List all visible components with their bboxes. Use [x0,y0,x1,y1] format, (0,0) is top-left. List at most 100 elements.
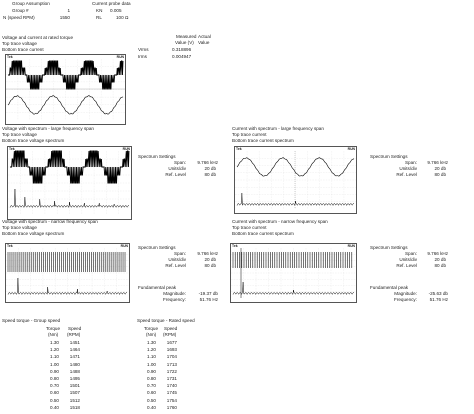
table-cell-speed[interactable]: 1488 [69,368,80,374]
table-cell-speed[interactable]: 1501 [69,383,80,389]
units-label: Units/div [399,257,417,262]
scope-trace-plot [231,248,356,298]
span-label: Span: [404,160,417,165]
table-cell-torque[interactable]: 0.80 [50,376,59,381]
frequency-value: 51.76 Hz [199,297,218,302]
table-cell-speed[interactable]: 1677 [166,340,177,345]
scope-run-label: RUN [347,147,355,151]
table-cell-speed[interactable]: 1464 [69,347,80,353]
scope-trace-plot [6,59,125,120]
table-cell-speed[interactable]: 1480 [69,361,80,367]
table-cell-torque[interactable]: 0.40 [50,404,59,410]
table-cell-speed[interactable]: 1704 [166,354,177,360]
rl-value[interactable]: 100 Ω [116,15,129,20]
table-cell-speed[interactable]: 1495 [69,376,80,381]
units-label: Units/div [168,166,186,171]
span-label: Span: [173,160,186,165]
table-cell-speed[interactable]: 1754 [166,397,177,403]
units-value: 20 db [204,166,217,171]
table-cell-speed[interactable]: 1512 [69,397,80,403]
rated-speed-title: Speed torque - Rated speed [137,318,195,323]
table-cell-speed[interactable]: 1740 [166,383,177,389]
table-cell-torque[interactable]: 0.70 [147,383,156,389]
rated-speed-col-speed-unit: (RPM) [163,332,177,337]
table-cell-speed[interactable]: 1731 [166,376,177,381]
group-assumption-label: Group Assumption [12,1,50,6]
section3-top-trace: Top trace current [232,132,267,137]
span-value: 9.766 kHz [427,251,448,256]
section5-top-trace: Top trace current [232,225,267,230]
table-cell-torque[interactable]: 0.90 [50,368,59,374]
table-cell-torque[interactable]: 0.60 [147,390,156,396]
table-cell-torque[interactable]: 1.00 [50,361,59,367]
table-cell-speed[interactable]: 1713 [166,361,177,367]
table-cell-speed[interactable]: 1745 [166,390,177,396]
rated-speed-col-speed: Speed [164,326,178,331]
table-cell-torque[interactable]: 0.50 [147,397,156,403]
ref-level-value: 80 db [204,263,217,268]
table-cell-speed[interactable]: 1471 [69,354,80,360]
actual-label: Actual [198,34,211,39]
group-speed-col-speed: Speed [68,326,82,331]
table-cell-torque[interactable]: 1.30 [50,340,59,345]
table-cell-torque[interactable]: 0.40 [147,404,156,410]
scope-tek-label: Tek [236,147,242,151]
table-cell-speed[interactable]: 1451 [69,340,80,345]
magnitude-label: Magnitude: [394,291,417,296]
scope-tek-label: Tek [7,55,13,59]
section1-top-trace: Top trace voltage [2,41,37,46]
group-speed-title: Speed torque - Group speed [2,318,61,323]
table-cell-speed[interactable]: 1760 [166,404,177,410]
table-cell-torque[interactable]: 1.20 [147,347,156,353]
table-cell-speed[interactable]: 1507 [69,390,80,396]
table-cell-torque[interactable]: 0.90 [147,368,156,374]
ref-level-value: 80 db [434,263,447,268]
scope-tek-label: Tek [232,244,238,248]
ref-level-label: Ref. Level [396,172,417,177]
table-cell-torque[interactable]: 0.80 [147,376,156,381]
ref-level-label: Ref. Level [165,263,186,268]
kn-label: KN [96,8,103,13]
frequency-label: Frequency: [163,297,186,302]
span-value: 9.766 kHz [197,160,218,165]
table-cell-torque[interactable]: 0.60 [50,390,59,396]
group-number-value[interactable]: 1 [67,8,70,13]
table-cell-speed[interactable]: 1693 [166,347,177,353]
scope-tek-label: Tek [7,244,13,248]
kn-value[interactable]: 0.005 [110,8,122,13]
group-number-label: Group # [12,8,29,13]
scope-current-narrow-span: Tek RUN [230,243,357,303]
scope-tek-label: Tek [9,147,15,151]
table-cell-torque[interactable]: 1.10 [147,354,156,360]
section4-bottom-trace: Bottom trace voltage spectrum [2,231,65,236]
units-label: Units/div [399,166,417,171]
table-cell-speed[interactable]: 1722 [166,368,177,374]
speed-value[interactable]: 1550 [59,15,70,20]
scope-trace-plot [8,150,131,215]
table-cell-torque[interactable]: 1.10 [50,354,59,360]
table-cell-torque[interactable]: 1.00 [147,361,156,367]
table-cell-torque[interactable]: 0.50 [50,397,59,403]
scope-run-label: RUN [116,55,124,59]
table-cell-torque[interactable]: 1.20 [50,347,59,353]
table-cell-torque[interactable]: 1.30 [147,340,156,345]
irms-label: Irms [138,54,147,59]
vrms-value[interactable]: 0.318896 [172,47,192,52]
table-cell-speed[interactable]: 1518 [69,404,80,410]
span-label: Span: [404,251,417,256]
rated-speed-col-torque: Torque [144,326,159,331]
irms-value[interactable]: 0.004947 [172,54,192,59]
scope-run-label: RUN [120,244,128,248]
ref-level-label: Ref. Level [396,263,417,268]
section5-title: Current with spectrum - narrow frequency… [232,219,328,224]
scope-current-large-span: Tek RUN [234,146,357,214]
group-speed-col-speed-unit: (RPM) [67,332,81,337]
ref-level-label: Ref. Level [165,172,186,177]
section2-bottom-trace: Bottom trace voltage spectrum [2,138,65,143]
table-cell-torque[interactable]: 0.70 [50,383,59,389]
fundamental-peak-title: Fundamental peak [138,285,177,290]
group-speed-col-torque: Torque [46,326,61,331]
spectrum-settings-title: Spectrum Settings [370,245,408,250]
magnitude-value: -25.63 db [428,291,448,296]
scope-trace-plot [6,248,129,298]
